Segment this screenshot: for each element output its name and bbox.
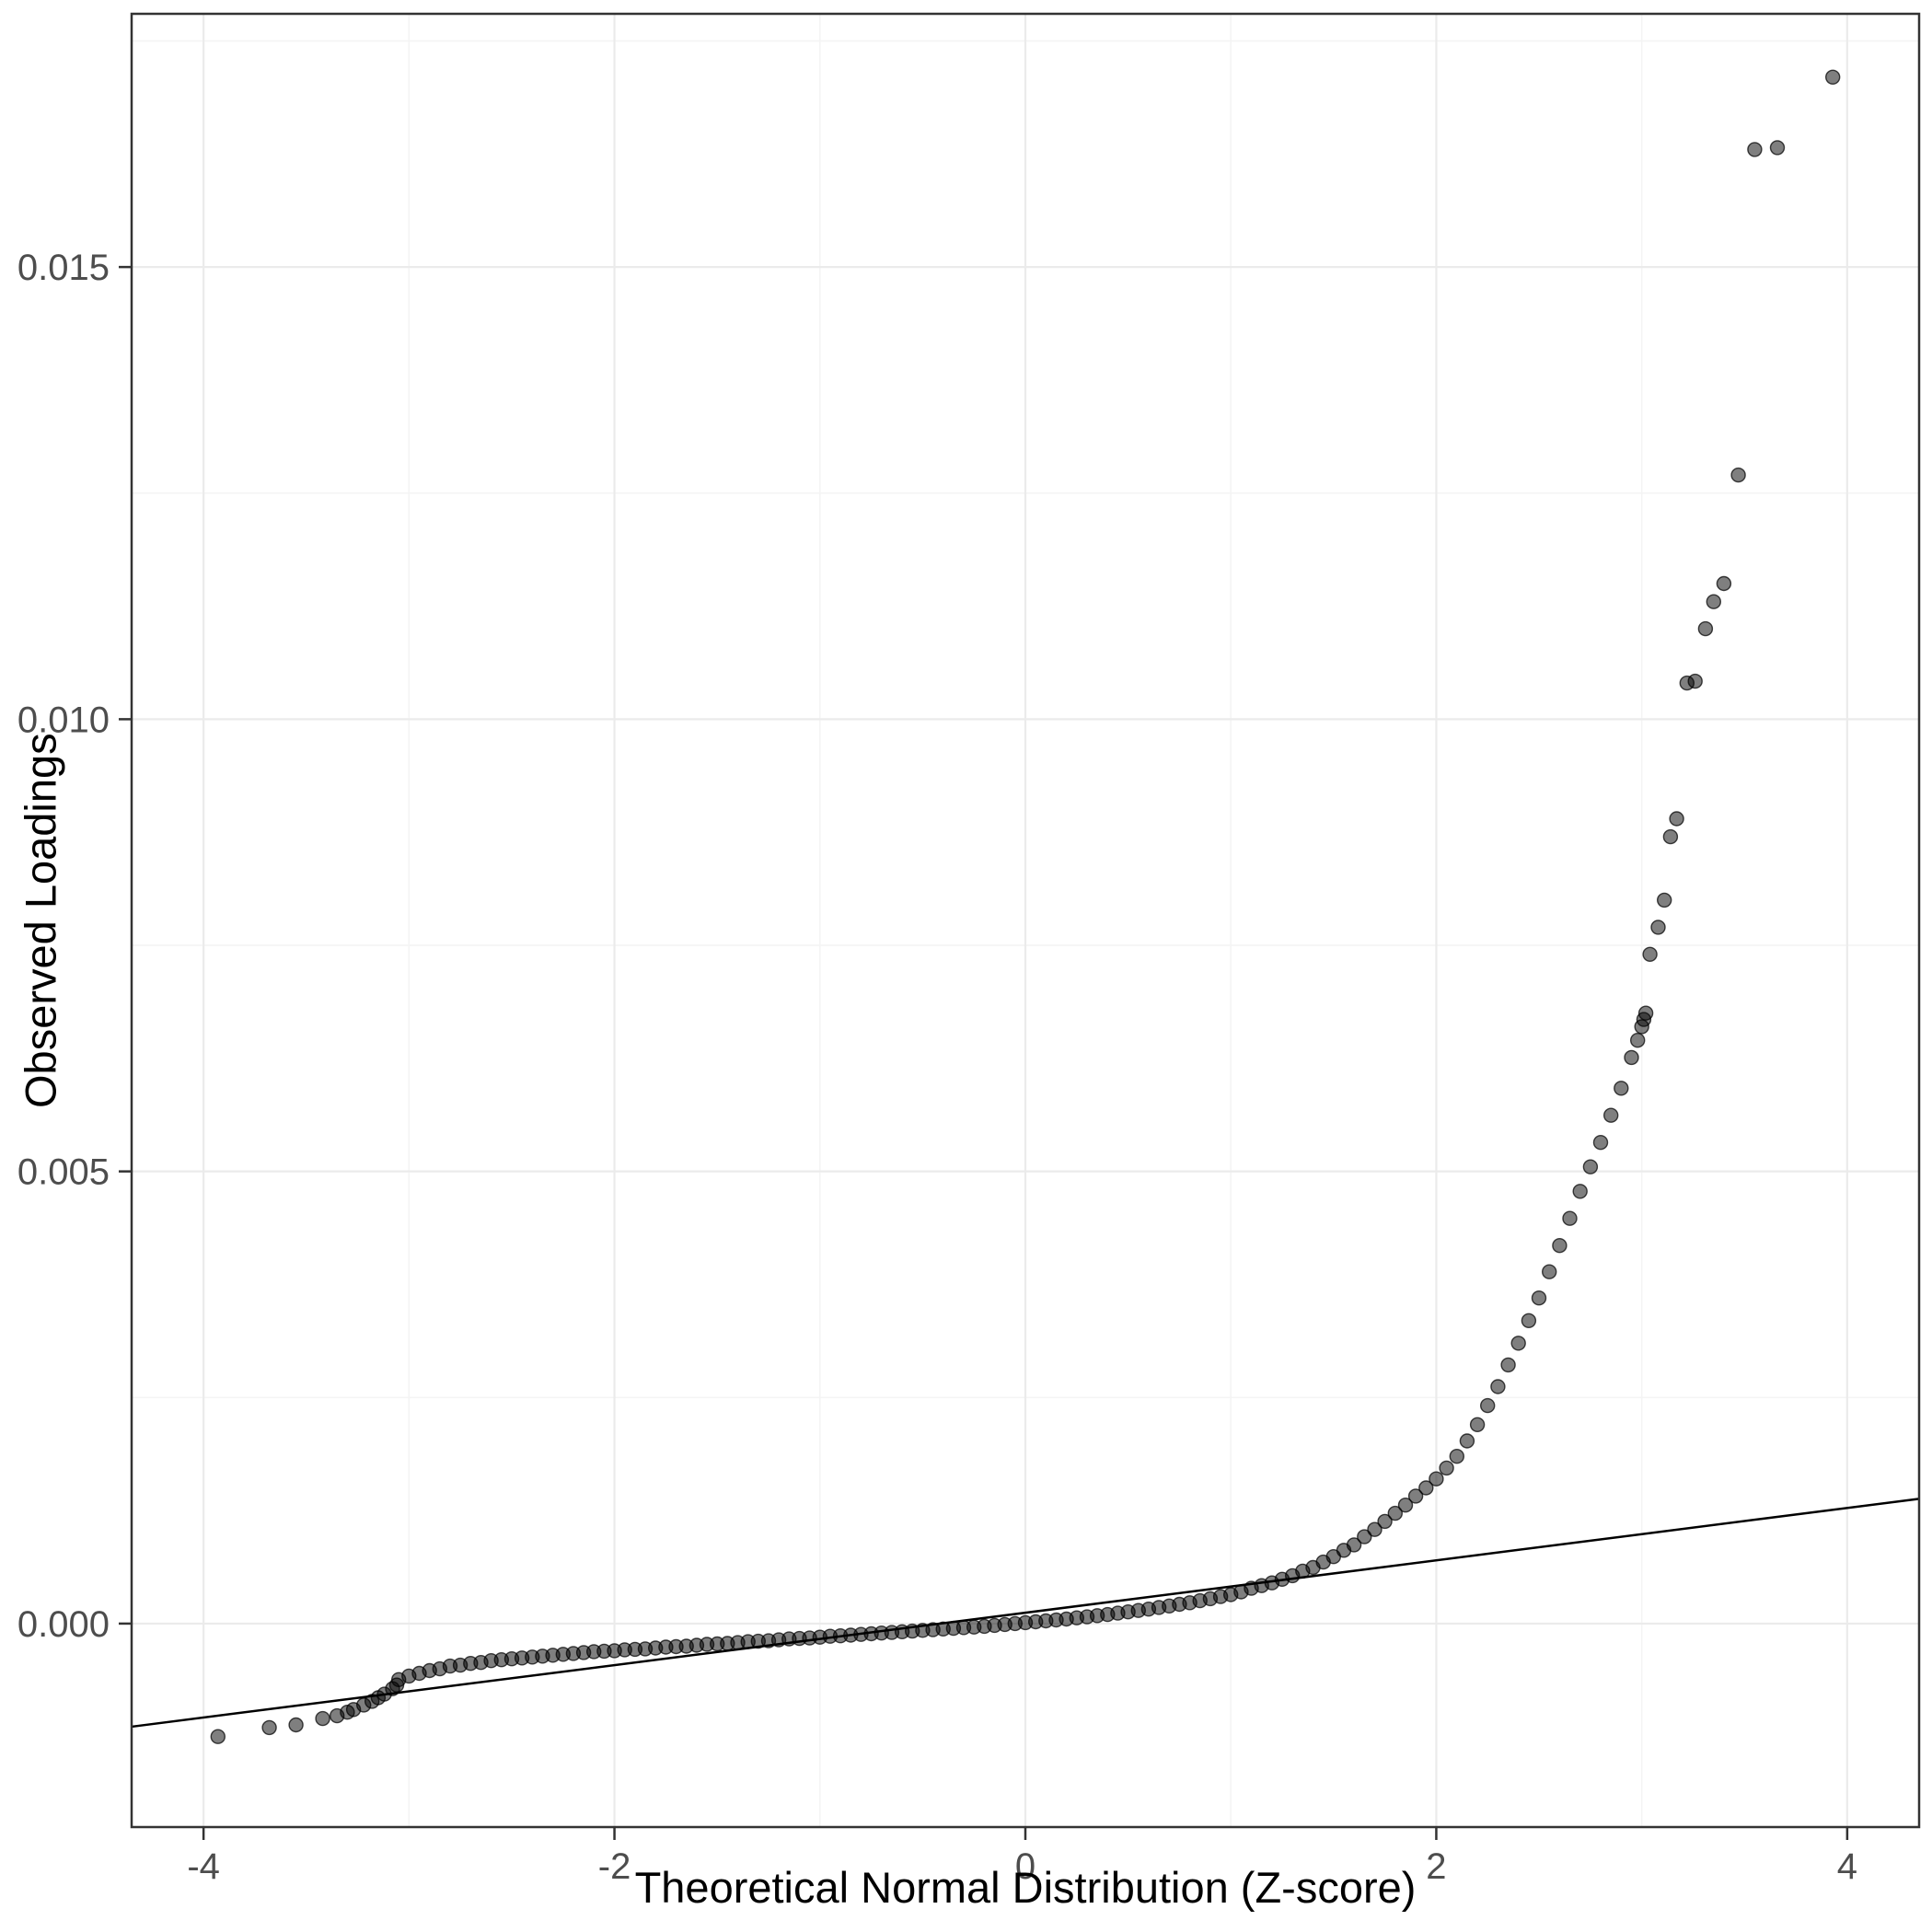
data-point <box>1407 1488 1424 1504</box>
data-point <box>1662 828 1679 845</box>
data-point <box>1637 1005 1654 1021</box>
data-point <box>1367 1521 1382 1537</box>
data-point <box>1642 946 1658 963</box>
data-point <box>1521 1313 1537 1329</box>
data-point <box>210 1729 226 1744</box>
data-point <box>1669 811 1684 827</box>
data-point <box>1730 467 1746 483</box>
data-point <box>1614 1081 1629 1096</box>
panel-border <box>130 12 1921 1829</box>
data-point <box>1500 1357 1516 1373</box>
x-tick-label: 0 <box>1015 1846 1035 1887</box>
data-point <box>1769 140 1786 156</box>
y-tick-label: 0.010 <box>17 700 110 740</box>
data-point <box>288 1717 304 1733</box>
data-point <box>1747 142 1763 157</box>
data-point <box>1697 620 1714 637</box>
data-point <box>1439 1460 1454 1476</box>
data-point <box>1629 1032 1646 1048</box>
y-tick-label: 0.015 <box>17 248 110 288</box>
data-point <box>1346 1537 1362 1553</box>
data-point <box>315 1710 330 1727</box>
data-point <box>1552 1237 1568 1254</box>
data-point <box>1357 1529 1372 1544</box>
data-point <box>1706 594 1722 609</box>
data-point <box>1824 69 1841 86</box>
qq-reference-line <box>131 1498 1920 1729</box>
y-tick-label: 0.005 <box>17 1152 110 1193</box>
data-point <box>1572 1184 1588 1199</box>
data-point <box>1624 1049 1639 1066</box>
x-tick-label: 4 <box>1837 1846 1857 1887</box>
data-point <box>1592 1134 1609 1151</box>
data-point <box>1650 920 1666 935</box>
data-point <box>1531 1290 1547 1306</box>
data-point <box>1397 1497 1414 1513</box>
data-point <box>1582 1159 1599 1174</box>
data-point <box>261 1719 277 1736</box>
data-point <box>1449 1448 1465 1464</box>
data-point <box>1418 1480 1434 1496</box>
data-point <box>1387 1505 1404 1521</box>
data-point <box>1656 892 1672 908</box>
data-point <box>1602 1107 1619 1123</box>
x-tick-label: -2 <box>598 1846 631 1887</box>
data-point <box>1687 673 1703 689</box>
y-tick-label: 0.000 <box>17 1604 110 1645</box>
data-point <box>1510 1336 1526 1351</box>
data-point <box>1490 1379 1506 1394</box>
data-point <box>1716 575 1732 592</box>
data-point <box>1469 1417 1486 1433</box>
data-point <box>1562 1210 1578 1226</box>
x-axis-title: Theoretical Normal Distribution (Z-score… <box>634 1863 1417 1912</box>
data-point <box>1429 1471 1444 1487</box>
data-point <box>1479 1397 1496 1414</box>
data-point <box>1459 1433 1475 1449</box>
y-axis-title: Observed Loadings <box>16 733 65 1108</box>
x-tick-label: -4 <box>187 1846 220 1887</box>
data-point <box>1541 1264 1557 1279</box>
data-point <box>1377 1513 1393 1530</box>
x-tick-label: 2 <box>1426 1846 1446 1887</box>
